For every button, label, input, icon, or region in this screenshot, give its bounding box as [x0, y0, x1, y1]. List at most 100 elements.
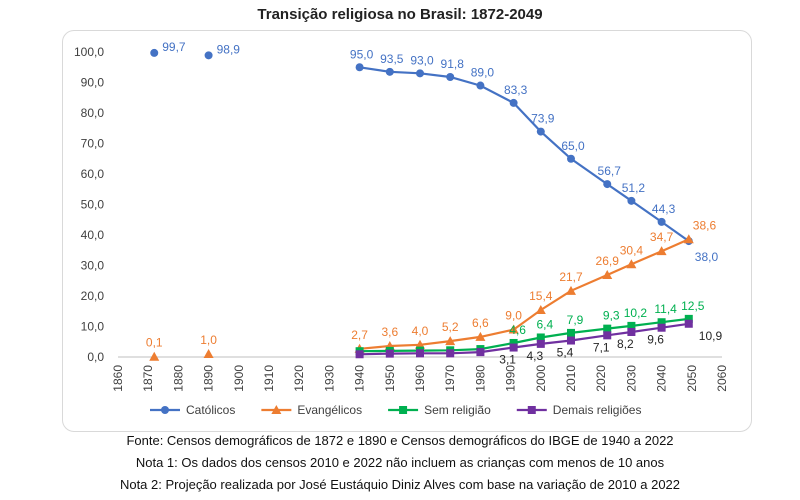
data-point	[149, 351, 160, 361]
legend-label: Sem religião	[424, 403, 491, 417]
data-point	[161, 406, 169, 414]
data-point	[627, 196, 636, 205]
data-label: 3,1	[499, 353, 516, 367]
data-point	[446, 73, 455, 82]
data-point	[508, 324, 519, 334]
data-point	[445, 336, 456, 346]
data-label: 3,6	[381, 325, 398, 339]
data-point	[204, 51, 213, 60]
data-point	[567, 328, 575, 337]
data-point	[603, 331, 612, 340]
data-label: 4,0	[412, 324, 429, 338]
data-point	[657, 318, 666, 327]
data-label: 10,9	[699, 329, 723, 343]
data-point	[684, 314, 693, 323]
x-tick-label: 2050	[685, 365, 699, 392]
y-tick-label: 20,0	[81, 289, 105, 303]
data-label: 7,9	[567, 313, 584, 327]
data-label: 56,7	[598, 164, 622, 178]
data-label: 4,3	[526, 349, 543, 363]
data-point	[385, 67, 394, 76]
x-tick-label: 2020	[594, 365, 608, 392]
x-tick-label: 1950	[383, 365, 397, 392]
data-point	[567, 336, 575, 345]
series-line	[359, 66, 690, 242]
data-point	[536, 339, 545, 348]
data-label: 93,0	[410, 53, 434, 67]
y-tick-label: 30,0	[81, 259, 105, 273]
data-label: 12,5	[681, 299, 705, 313]
legend-item: Sem religião	[388, 403, 491, 417]
x-tick-label: 1890	[202, 365, 216, 392]
data-point	[603, 324, 612, 333]
y-tick-label: 50,0	[81, 198, 105, 212]
data-point	[626, 259, 637, 269]
x-tick-label: 1870	[141, 365, 155, 392]
data-point	[656, 246, 667, 256]
legend-item: Evangélicos	[261, 403, 362, 417]
data-point	[602, 269, 613, 279]
x-tick-label: 1860	[111, 365, 125, 392]
data-label: 9,3	[603, 309, 620, 323]
data-point	[355, 350, 364, 359]
data-label: 1,0	[200, 333, 217, 347]
data-point	[416, 349, 424, 358]
x-tick-label: 2010	[564, 365, 578, 392]
legend-label: Evangélicos	[297, 403, 362, 417]
y-tick-label: 70,0	[81, 137, 105, 151]
data-label: 5,2	[442, 320, 459, 334]
data-label: 34,7	[650, 230, 674, 244]
data-label: 26,9	[596, 254, 620, 268]
data-label: 9,0	[505, 309, 522, 323]
series-demais-religi-es: 3,1 4,3 5,4 7,1 8,2 9,6 10,9	[355, 319, 723, 367]
data-label: 2,7	[351, 328, 368, 342]
data-point	[527, 406, 536, 414]
data-point	[684, 319, 693, 328]
data-label: 4,6	[509, 323, 526, 337]
series-evang-licos: 0,1 1,0 2,7 3,6 4,0 5,2 6,6 9,0 15,4 21,7 26,930,4…	[146, 218, 716, 361]
x-tick-label: 2040	[655, 365, 669, 392]
y-tick-label: 40,0	[81, 228, 105, 242]
data-label: 65,0	[561, 139, 585, 153]
data-label: 44,3	[652, 202, 676, 216]
data-label: 6,4	[536, 317, 553, 331]
data-point	[355, 63, 364, 72]
series-sem-religi-o: 4,6 6,4 7,9 9,3 10,2 11,4 12,5	[355, 299, 705, 356]
data-point	[603, 180, 612, 189]
data-label: 95,0	[350, 47, 374, 61]
data-label: 0,1	[146, 336, 163, 350]
series-line	[359, 238, 690, 350]
x-tick-label: 1960	[413, 365, 427, 392]
y-tick-label: 90,0	[81, 76, 105, 90]
x-tick-label: 1910	[262, 365, 276, 392]
legend-label: Católicos	[186, 403, 235, 417]
y-tick-label: 60,0	[81, 167, 105, 181]
y-tick-label: 80,0	[81, 106, 105, 120]
data-point	[203, 348, 214, 358]
x-tick-label: 1880	[171, 365, 185, 392]
data-point	[536, 127, 545, 136]
chart-title: Transição religiosa no Brasil: 1872-2049	[257, 6, 543, 23]
data-point	[271, 405, 282, 414]
x-tick-label: 2000	[534, 365, 548, 392]
data-point	[567, 154, 575, 163]
data-label: 38,0	[695, 250, 719, 264]
data-label: 91,8	[441, 57, 465, 71]
data-label: 6,6	[472, 316, 489, 330]
note-1: Nota 1: Os dados dos censos 2010 e 2022 …	[135, 455, 665, 470]
legend-item: Demais religiões	[516, 403, 641, 417]
legend: Católicos Evangélicos Sem religião Demais r…	[150, 403, 641, 417]
data-label: 73,9	[531, 112, 555, 126]
data-point	[385, 349, 394, 358]
series-cat-licos: 99,7 98,9 95,0 93,5 93,0 91,8 89,0 83,3 73,9 65,0…	[150, 40, 718, 264]
legend-item: Católicos	[150, 403, 235, 417]
data-label: 99,7	[162, 40, 186, 54]
source-note: Fonte: Censos demográficos de 1872 e 189…	[126, 433, 674, 448]
data-point	[566, 285, 576, 295]
data-point	[476, 348, 485, 357]
data-point	[415, 339, 425, 349]
data-label: 11,4	[654, 302, 677, 316]
data-label: 5,4	[557, 346, 574, 360]
x-tick-label: 1900	[232, 365, 246, 392]
